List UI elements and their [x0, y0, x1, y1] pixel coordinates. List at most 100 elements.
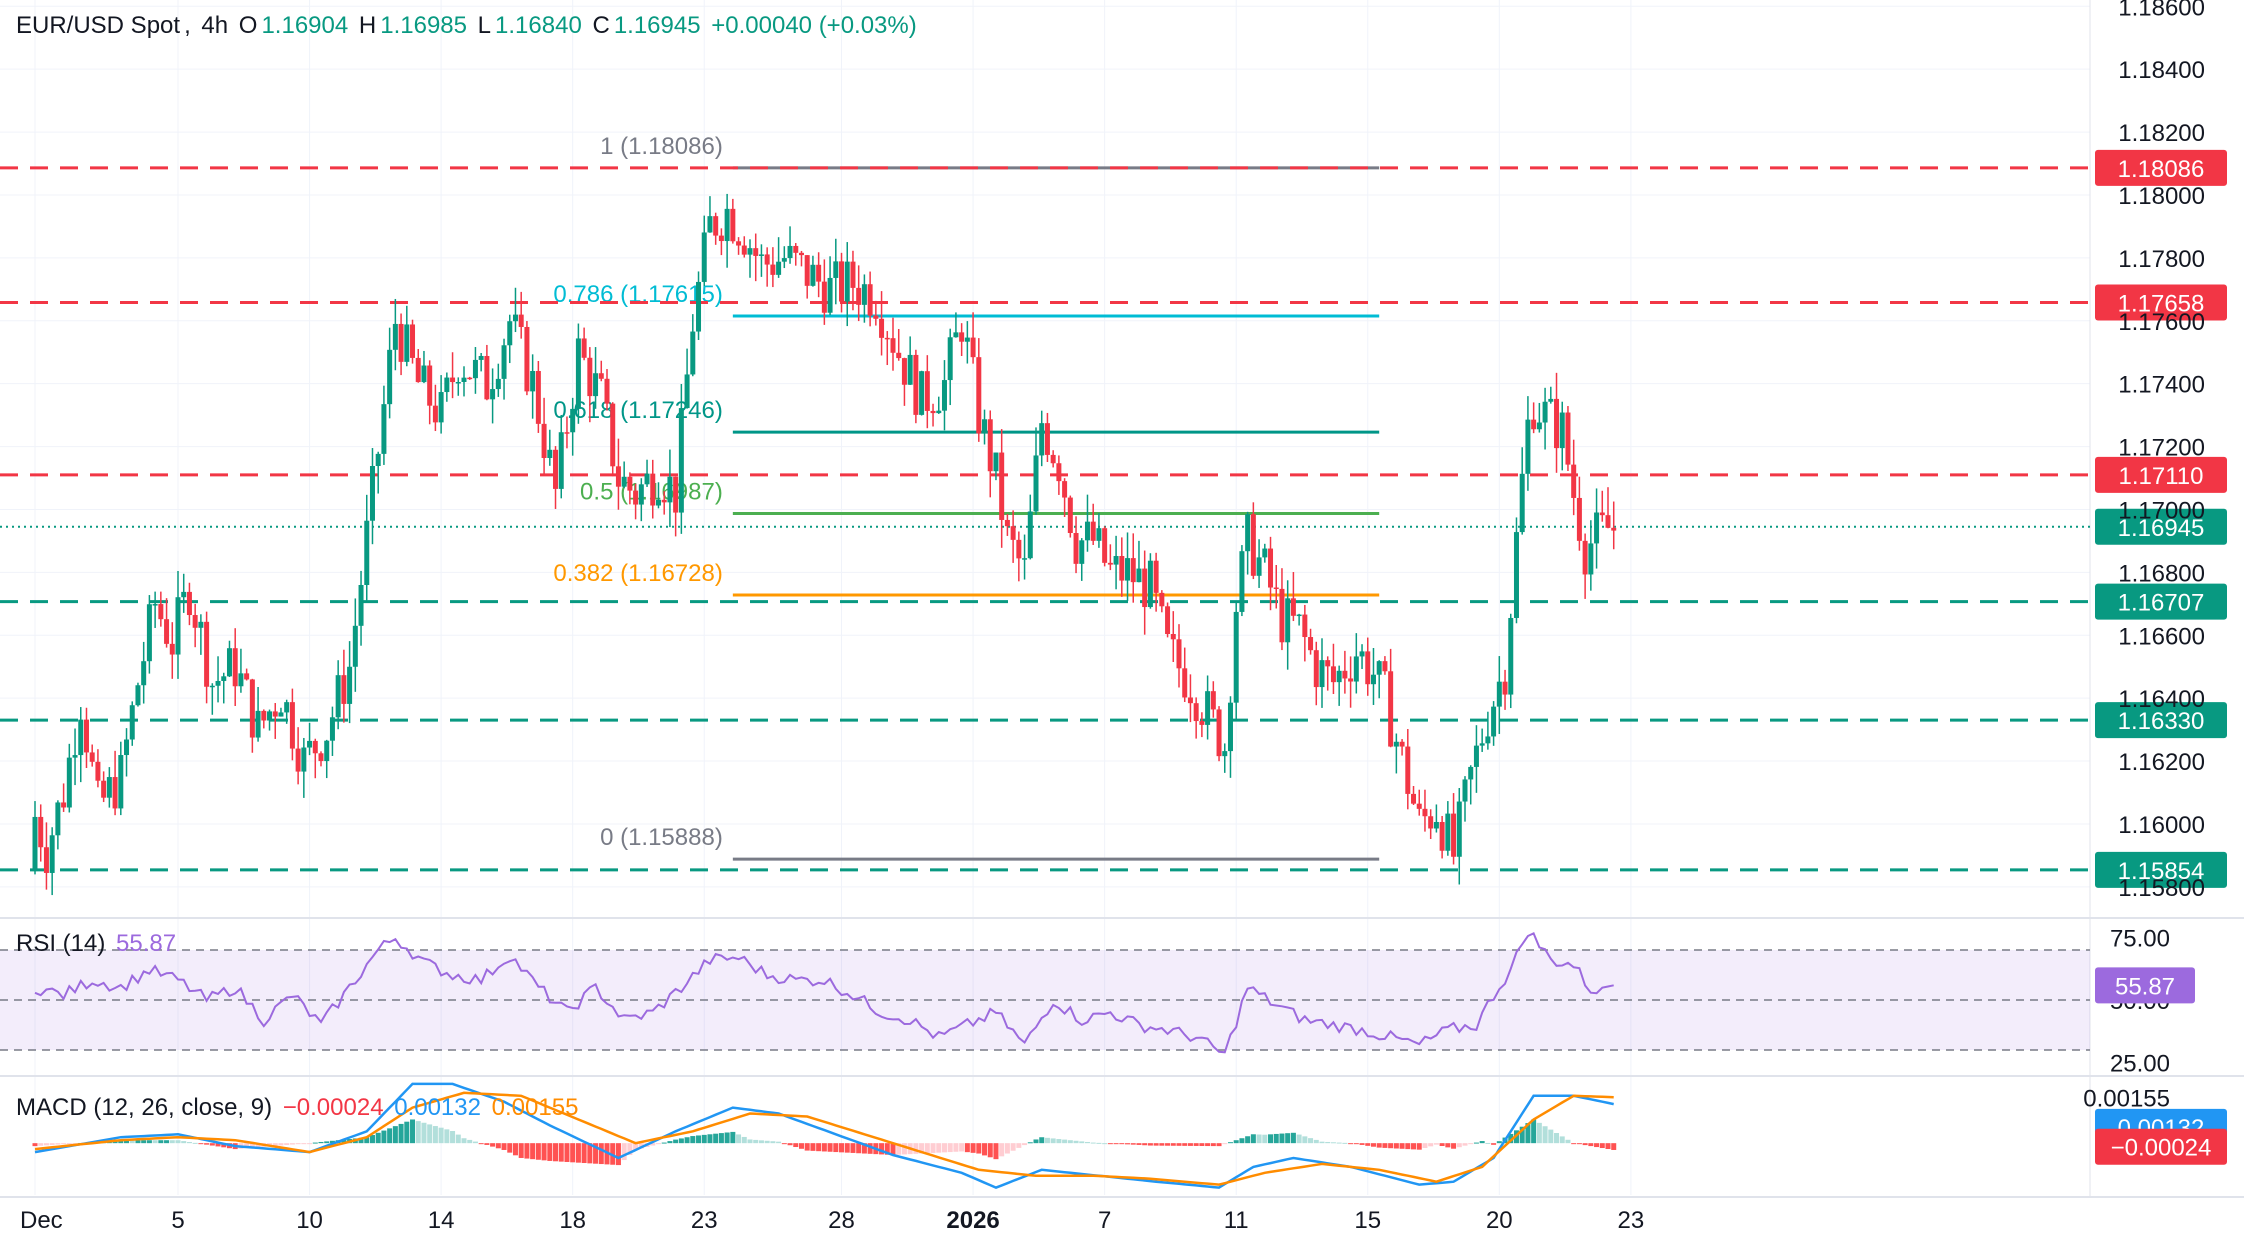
macd-histogram-bar — [1479, 1141, 1485, 1144]
macd-histogram-bar — [381, 1130, 387, 1144]
price-tick-label: 1.16600 — [2118, 623, 2205, 650]
candle-up — [226, 648, 232, 677]
rsi-legend[interactable]: RSI (14) 55.87 — [16, 930, 180, 958]
candle-down — [1130, 558, 1136, 583]
candle-down — [410, 324, 416, 358]
candle-up — [964, 337, 970, 342]
macd-histogram-bar — [501, 1143, 507, 1150]
candle-up — [358, 584, 364, 626]
candle-down — [1067, 497, 1073, 533]
candle-down — [1571, 464, 1577, 498]
macd-histogram-bar — [1325, 1141, 1331, 1144]
candle-up — [146, 604, 152, 662]
candle-down — [970, 337, 976, 358]
candle-down — [535, 370, 541, 424]
macd-legend[interactable]: MACD (12, 26, close, 9) −0.00024 0.00132… — [16, 1094, 582, 1122]
candle-up — [66, 757, 72, 808]
candle-down — [999, 452, 1005, 520]
time-tick-label: 15 — [1354, 1207, 1381, 1234]
candle-down — [1348, 678, 1354, 682]
macd-histogram-bar — [1348, 1143, 1354, 1145]
macd-histogram-bar — [1073, 1140, 1079, 1144]
price-tick-label: 1.16800 — [2118, 560, 2205, 587]
macd-histogram-bar — [1382, 1143, 1388, 1148]
macd-histogram-bar — [1582, 1143, 1588, 1146]
macd-hist-tag — [2095, 1128, 2227, 1165]
candle-up — [1096, 528, 1102, 541]
candle-up — [124, 739, 130, 756]
candle-up — [267, 711, 273, 721]
candle-down — [1273, 587, 1279, 590]
candle-up — [152, 604, 158, 606]
candle-up — [198, 621, 204, 628]
macd-histogram-bar — [1016, 1143, 1022, 1148]
macd-histogram-bar — [1445, 1143, 1451, 1148]
time-tick-label: 10 — [296, 1207, 323, 1234]
rsi-value-tag — [2095, 967, 2195, 1004]
candle-up — [118, 755, 124, 809]
candle-down — [884, 337, 890, 340]
macd-histogram-bar — [1199, 1143, 1205, 1146]
resistance-level-tag-label: 1.18086 — [2118, 156, 2205, 183]
candle-down — [244, 673, 250, 680]
candle-down — [867, 284, 873, 316]
macd-histogram-bar — [152, 1140, 158, 1144]
rsi-tick-label: 75.00 — [2110, 926, 2170, 953]
candle-up — [1296, 614, 1302, 617]
macd-histogram-bar — [1096, 1142, 1102, 1144]
low-value: 1.16840 — [495, 12, 582, 39]
macd-histogram-bar — [1548, 1129, 1554, 1144]
macd-histogram-bar — [375, 1132, 381, 1144]
candle-down — [913, 354, 919, 415]
macd-histogram-bar — [427, 1124, 433, 1144]
timeframe-label[interactable]: 4h — [201, 12, 229, 39]
candle-up — [982, 419, 988, 434]
macd-histogram-bar — [1536, 1122, 1542, 1144]
candle-up — [181, 591, 187, 598]
candle-up — [758, 254, 764, 256]
rsi-line — [34, 932, 1614, 1054]
macd-histogram-bar — [324, 1141, 330, 1144]
open-key: O — [238, 12, 258, 39]
candle-up — [307, 740, 313, 748]
macd-histogram-bar — [146, 1140, 152, 1144]
candle-up — [461, 377, 467, 382]
macd-histogram-bar — [1565, 1139, 1571, 1144]
candle-up — [1594, 512, 1600, 544]
high-value: 1.16985 — [380, 12, 467, 39]
macd-histogram-bar — [1010, 1143, 1016, 1151]
macd-histogram-bar — [1050, 1138, 1056, 1144]
candle-down — [1165, 606, 1171, 635]
macd-histogram-bar — [593, 1143, 599, 1164]
candle-up — [278, 712, 284, 717]
candle-down — [158, 604, 164, 620]
macd-histogram-bar — [66, 1143, 72, 1145]
macd-histogram-bar — [1319, 1141, 1325, 1144]
macd-histogram-bar — [1233, 1140, 1239, 1144]
macd-histogram-bar — [1044, 1137, 1050, 1144]
candle-down — [1090, 521, 1096, 541]
candle-down — [1411, 793, 1417, 804]
time-tick-label: 28 — [828, 1207, 855, 1234]
candle-down — [518, 314, 524, 327]
macd-histogram-bar — [341, 1139, 347, 1144]
macd-histogram-bar — [1439, 1143, 1445, 1147]
macd-histogram-bar — [329, 1140, 335, 1144]
macd-histogram-bar — [495, 1143, 501, 1149]
macd-histogram-bar — [741, 1136, 747, 1144]
macd-histogram-bar — [215, 1143, 221, 1147]
macd-histogram-bar — [198, 1143, 204, 1145]
macd-histogram-bar — [358, 1137, 364, 1144]
macd-histogram-bar — [392, 1126, 398, 1144]
macd-histogram-bar — [587, 1143, 593, 1164]
candle-up — [32, 816, 38, 872]
time-tick-label: Dec — [20, 1207, 63, 1234]
macd-histogram-bar — [1285, 1133, 1291, 1144]
candle-up — [129, 705, 135, 740]
candle-down — [1176, 639, 1182, 669]
macd-histogram-bar — [804, 1143, 810, 1151]
macd-histogram-bar — [301, 1143, 307, 1145]
macd-histogram-bar — [655, 1143, 661, 1145]
